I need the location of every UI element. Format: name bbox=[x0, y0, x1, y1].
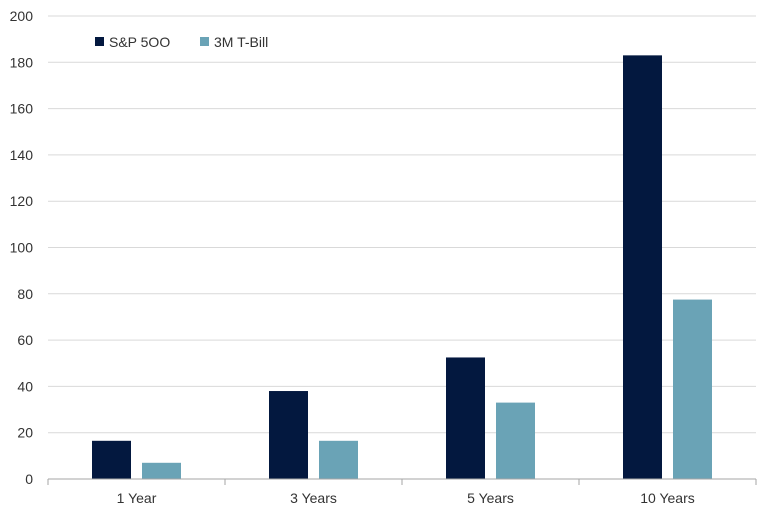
bar-tbill-0 bbox=[142, 462, 181, 479]
legend: S&P 5OO 3M T-Bill bbox=[95, 34, 268, 50]
y-tick-label: 80 bbox=[17, 286, 33, 302]
bar-sp500-1 bbox=[269, 391, 308, 479]
y-tick-label: 60 bbox=[17, 332, 33, 348]
x-tick-label: 10 Years bbox=[640, 490, 695, 506]
x-tick-label: 3 Years bbox=[290, 490, 337, 506]
y-tick-label: 0 bbox=[25, 471, 33, 487]
legend-label: S&P 5OO bbox=[109, 34, 170, 50]
x-tick-label: 5 Years bbox=[467, 490, 514, 506]
gridlines bbox=[48, 15, 756, 434]
bar-sp500-2 bbox=[446, 357, 485, 479]
bar-tbill-2 bbox=[496, 402, 535, 479]
bar-sp500-0 bbox=[92, 440, 131, 479]
legend-swatch bbox=[200, 37, 209, 46]
y-tick-label: 100 bbox=[10, 240, 34, 256]
y-tick-label: 120 bbox=[10, 193, 34, 209]
bar-sp500-3 bbox=[623, 55, 662, 479]
y-tick-label: 200 bbox=[10, 8, 34, 24]
legend-swatch bbox=[95, 37, 104, 46]
bar-tbill-3 bbox=[673, 299, 712, 479]
y-axis-tick-labels: 0 20 40 60 80 100 120 140 160 180 200 bbox=[10, 8, 34, 487]
y-tick-label: 40 bbox=[17, 378, 33, 394]
y-tick-label: 180 bbox=[10, 54, 34, 70]
bar-tbill-1 bbox=[319, 440, 358, 479]
y-tick-label: 140 bbox=[10, 147, 34, 163]
x-axis bbox=[47, 478, 757, 485]
bars bbox=[92, 55, 712, 479]
legend-label: 3M T-Bill bbox=[214, 34, 268, 50]
x-tick-label: 1 Year bbox=[117, 490, 157, 506]
x-axis-tick-labels: 1 Year 3 Years 5 Years 10 Years bbox=[117, 490, 695, 506]
y-tick-label: 160 bbox=[10, 101, 34, 117]
y-tick-label: 20 bbox=[17, 425, 33, 441]
